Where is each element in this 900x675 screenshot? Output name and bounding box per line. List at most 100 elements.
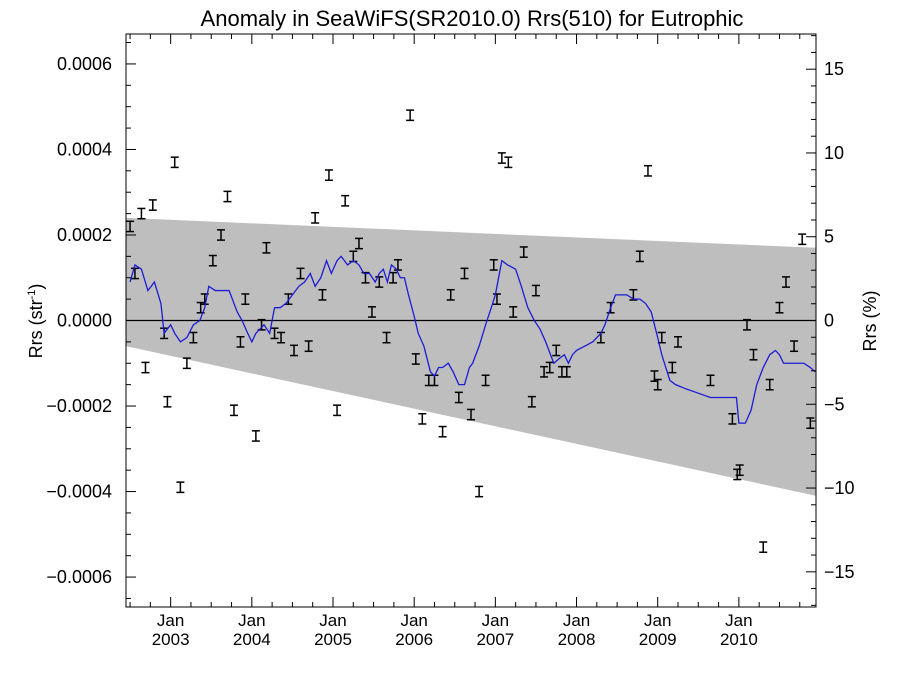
x-tick-month: Jan: [400, 611, 427, 630]
data-point: [749, 348, 758, 361]
data-point: [406, 109, 415, 122]
data-point: [333, 404, 342, 417]
data-point: [411, 353, 420, 365]
right-tick-label: 5: [824, 227, 834, 247]
data-point: [504, 156, 513, 169]
data-point: [393, 259, 402, 271]
data-point: [208, 254, 217, 267]
data-point: [497, 152, 506, 164]
left-tick-label: −0.0002: [46, 396, 112, 416]
data-point: [775, 301, 784, 314]
right-tick-label: −15: [824, 562, 855, 582]
data-point: [781, 276, 790, 288]
data-point: [806, 417, 815, 430]
x-tick-month: Jan: [238, 611, 265, 630]
data-point: [668, 361, 677, 374]
data-point: [176, 481, 185, 494]
data-point: [382, 331, 391, 344]
data-point: [189, 331, 198, 344]
data-point: [531, 284, 540, 297]
data-point: [492, 293, 501, 306]
x-tick-year: 2003: [152, 630, 190, 649]
data-point: [148, 199, 157, 211]
data-point: [519, 246, 528, 258]
data-point: [759, 541, 768, 554]
data-point: [236, 335, 245, 348]
x-tick-month: Jan: [563, 611, 590, 630]
data-point: [706, 374, 715, 387]
data-point: [743, 318, 751, 331]
data-point: [349, 250, 358, 263]
x-tick-year: 2008: [558, 630, 596, 649]
data-point: [216, 229, 225, 241]
data-point: [375, 276, 384, 288]
data-point: [130, 267, 139, 280]
data-point: [765, 378, 774, 391]
data-points: [126, 109, 815, 554]
data-point: [311, 211, 320, 224]
data-point: [241, 293, 250, 306]
data-point: [735, 464, 744, 477]
right-tick-label: −5: [824, 394, 845, 414]
data-point: [552, 344, 561, 357]
data-point: [270, 327, 279, 340]
data-point: [454, 391, 463, 404]
data-point: [170, 156, 179, 169]
x-axis: Jan2003Jan2004Jan2005Jan2006Jan2007Jan20…: [129, 34, 801, 649]
left-tick-label: −0.0004: [46, 482, 112, 502]
x-tick-year: 2009: [639, 630, 677, 649]
right-axis-label: Rrs (%): [860, 291, 880, 352]
smoothed-anomaly-line: [129, 255, 816, 424]
right-tick-label: −10: [824, 478, 855, 498]
data-point: [545, 361, 554, 374]
data-point: [324, 169, 333, 181]
x-tick-month: Jan: [644, 611, 671, 630]
data-point: [446, 288, 455, 301]
x-tick-year: 2006: [395, 630, 433, 649]
data-point: [229, 404, 238, 417]
data-point: [223, 190, 232, 203]
data-point: [460, 267, 469, 280]
data-point: [635, 250, 644, 263]
data-point: [728, 412, 737, 425]
right-y-axis: 15 10 5 0 −5 −10 −15: [806, 35, 855, 606]
x-tick-year: 2007: [476, 630, 514, 649]
data-point: [790, 340, 799, 353]
data-point: [137, 207, 146, 220]
data-point: [290, 344, 299, 357]
data-point: [643, 164, 652, 177]
data-point: [277, 331, 286, 344]
confidence-band: [126, 217, 816, 496]
x-tick-month: Jan: [482, 611, 509, 630]
data-point: [318, 288, 327, 301]
data-point: [296, 267, 305, 280]
x-tick-month: Jan: [725, 611, 752, 630]
right-tick-label: 10: [824, 143, 844, 163]
data-point: [341, 194, 350, 207]
data-point: [126, 220, 135, 233]
left-tick-label: 0.0000: [57, 311, 112, 331]
data-point: [653, 378, 662, 391]
data-point: [527, 395, 536, 408]
data-point: [475, 485, 484, 498]
x-tick-year: 2010: [720, 630, 758, 649]
data-point: [141, 361, 150, 374]
left-y-axis: 0.0006 0.0004 0.0002 0.0000 −0.0002 −0.0004 −0…: [46, 42, 136, 599]
data-point: [438, 425, 447, 438]
data-point: [354, 237, 363, 250]
data-point: [481, 374, 490, 387]
left-axis-label: Rrs (str-1): [26, 284, 46, 359]
data-point: [489, 259, 498, 271]
left-tick-label: −0.0006: [46, 567, 112, 587]
x-tick-year: 2004: [233, 630, 271, 649]
data-point: [798, 233, 807, 246]
left-tick-label: 0.0006: [57, 54, 112, 74]
chart-title: Anomaly in SeaWiFS(SR2010.0) Rrs(510) fo…: [201, 6, 744, 31]
left-tick-label: 0.0004: [57, 139, 112, 159]
data-point: [418, 412, 427, 425]
data-point: [674, 335, 682, 348]
right-tick-label: 0: [824, 311, 834, 331]
data-point: [389, 271, 398, 284]
data-point: [467, 408, 475, 421]
